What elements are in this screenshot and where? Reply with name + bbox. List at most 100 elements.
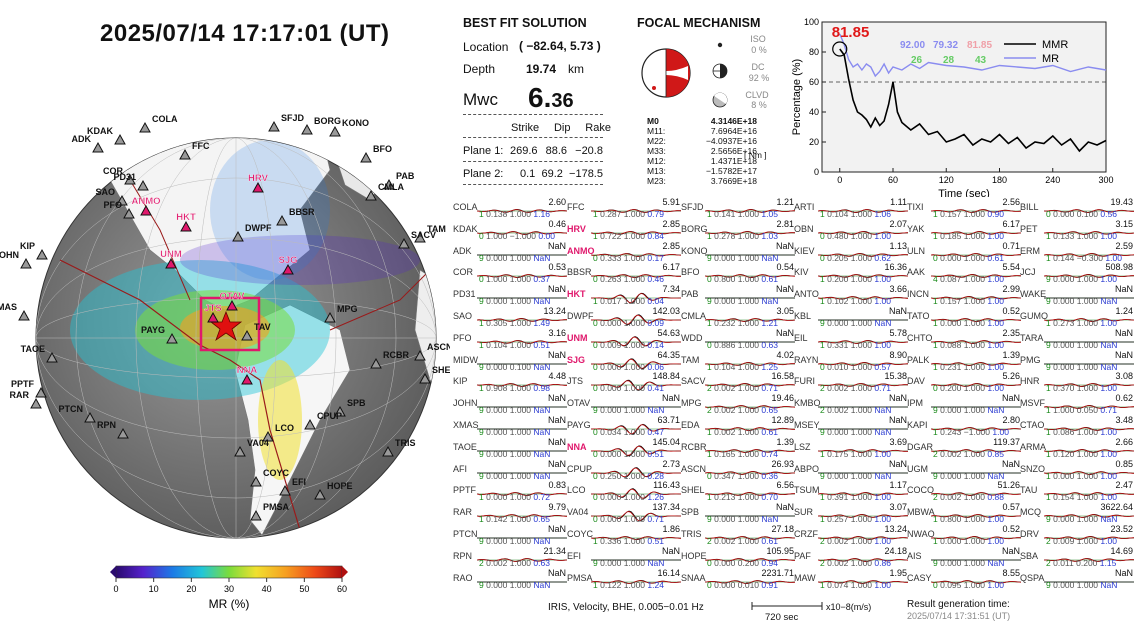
station-row-incn[interactable]: INCN 2.99 1 0.157 1.000 1.00 — [905, 284, 1021, 308]
station-row-kiev[interactable]: KIEV 1.13 0 0.205 1.000 0.62 — [792, 241, 908, 265]
station-row-mpg[interactable]: MPG 19.46 2 0.002 1.000 0.65 — [679, 393, 795, 417]
station-row-payg[interactable]: PAYG 63.71 0 0.034 1.000 0.47 — [565, 415, 681, 439]
station-row-mbwa[interactable]: MBWA 0.57 1 0.800 1.000 1.00 — [905, 502, 1021, 526]
station-row-sacv[interactable]: SACV 16.58 2 0.002 1.000 0.71 — [679, 371, 795, 395]
station-row-ipm[interactable]: IPM NaN 9 0.000 1.000 NaN — [905, 393, 1021, 417]
station-row-snzo[interactable]: SNZO 0.85 1 0.000 1.000 1.00 — [1018, 459, 1134, 483]
station-row-cor[interactable]: COR 0.53 0 1.000 1.000 0.37 — [451, 262, 567, 286]
station-row-pmg[interactable]: PMG NaN 9 0.000 1.000 NaN — [1018, 350, 1134, 374]
station-row-crzf[interactable]: CRZF 13.24 2 0.002 1.000 1.00 — [792, 524, 908, 548]
station-row-kapi[interactable]: KAPI 2.80 1 0.243 −1.000 1.00 — [905, 415, 1021, 439]
station-row-ugm[interactable]: UGM NaN 9 0.000 1.000 NaN — [905, 459, 1021, 483]
station-row-snaa[interactable]: SNAA 2231.71 0 0.000 0.010 0.91 — [679, 568, 795, 592]
station-row-furi[interactable]: FURI 15.38 2 0.002 1.000 0.71 — [792, 371, 908, 395]
station-row-lco[interactable]: LCO 116.43 0 0.000 1.000 1.26 — [565, 480, 681, 504]
station-row-eda[interactable]: EDA 12.89 1 0.002 1.000 0.61 — [679, 415, 795, 439]
station-row-msey[interactable]: MSEY NaN 9 0.000 1.000 NaN — [792, 415, 908, 439]
station-row-nna[interactable]: NNA 145.04 0 0.000 1.000 0.51 — [565, 437, 681, 461]
station-row-john[interactable]: JOHN NaN 9 0.000 1.000 NaN — [451, 393, 567, 417]
station-row-msvf[interactable]: MSVF 0.62 1 1.000 0.050 0.71 — [1018, 393, 1134, 417]
station-row-kbl[interactable]: KBL NaN 9 0.000 1.000 NaN — [792, 306, 908, 330]
station-row-ptcn[interactable]: PTCN NaN 9 0.000 1.000 NaN — [451, 524, 567, 548]
station-row-ascn[interactable]: ASCN 26.93 0 0.347 1.000 0.36 — [679, 459, 795, 483]
station-row-kdak[interactable]: KDAK 0.46 0 1.000 −1.000 0.00 — [451, 219, 567, 243]
station-row-tris[interactable]: TRIS 27.18 2 0.002 1.000 0.61 — [679, 524, 795, 548]
station-row-sba[interactable]: SBA 14.69 2 0.011 0.200 1.15 — [1018, 546, 1134, 570]
station-row-hkt[interactable]: HKT 7.34 1 0.017 1.000 0.04 — [565, 284, 681, 308]
station-row-dgar[interactable]: DGAR 119.37 2 0.002 1.000 0.85 — [905, 437, 1021, 461]
station-row-ffc[interactable]: FFC 5.91 1 0.287 1.000 0.79 — [565, 197, 681, 221]
station-row-hope[interactable]: HOPE 105.95 0 0.000 0.200 0.94 — [679, 546, 795, 570]
station-row-dav[interactable]: DAV 5.26 0 0.200 1.000 1.00 — [905, 371, 1021, 395]
station-row-arti[interactable]: ARTI 1.11 1 0.104 1.000 1.06 — [792, 197, 908, 221]
station-row-cpup[interactable]: CPUP 2.73 0 0.250 1.000 0.28 — [565, 459, 681, 483]
station-row-maw[interactable]: MAW 1.95 1 0.074 1.000 1.00 — [792, 568, 908, 592]
station-row-rcbr[interactable]: RCBR 1.39 1 0.165 1.000 0.74 — [679, 437, 795, 461]
station-row-pd31[interactable]: PD31 NaN 9 0.000 1.000 NaN — [451, 284, 567, 308]
station-row-yak[interactable]: YAK 6.17 1 0.185 1.000 1.00 — [905, 219, 1021, 243]
station-row-tara[interactable]: TARA NaN 9 0.000 1.000 NaN — [1018, 328, 1134, 352]
station-row-mcq[interactable]: MCQ 3622.64 9 0.000 1.000 NaN — [1018, 502, 1134, 526]
station-row-tsum[interactable]: TSUM 1.17 1 0.391 1.000 1.00 — [792, 480, 908, 504]
station-row-aak[interactable]: AAK 5.54 4 0.087 1.000 1.00 — [905, 262, 1021, 286]
station-row-eil[interactable]: EIL 5.78 1 0.331 1.000 1.00 — [792, 328, 908, 352]
station-row-pfo[interactable]: PFO 3.16 1 0.104 1.000 0.51 — [451, 328, 567, 352]
station-row-kono[interactable]: KONO NaN 9 0.000 1.000 NaN — [679, 241, 795, 265]
station-row-borg[interactable]: BORG 2.81 1 0.278 1.000 1.03 — [679, 219, 795, 243]
station-row-otav[interactable]: OTAV NaN 9 0.000 1.000 NaN — [565, 393, 681, 417]
station-row-afi[interactable]: AFI NaN 9 0.000 1.000 NaN — [451, 459, 567, 483]
station-row-jts[interactable]: JTS 148.84 0 0.000 1.000 0.41 — [565, 371, 681, 395]
station-row-kmbo[interactable]: KMBO NaN 2 0.002 1.000 NaN — [792, 393, 908, 417]
station-row-cola[interactable]: COLA 2.60 1 0.138 1.000 1.16 — [451, 197, 567, 221]
station-row-rar[interactable]: RAR 9.79 1 0.142 1.000 0.65 — [451, 502, 567, 526]
station-row-arma[interactable]: ARMA 2.66 1 0.120 1.000 1.00 — [1018, 437, 1134, 461]
station-row-ctao[interactable]: CTAO 3.48 1 0.086 1.000 1.00 — [1018, 415, 1134, 439]
station-row-uln[interactable]: ULN 0.71 0 0.000 1.000 0.61 — [905, 241, 1021, 265]
station-row-pet[interactable]: PET 3.15 1 0.133 1.000 1.00 — [1018, 219, 1134, 243]
station-row-sao[interactable]: SAO 13.24 1 0.305 1.000 1.49 — [451, 306, 567, 330]
station-row-jcj[interactable]: JCJ 508.98 9 0.000 1.000 1.00 — [1018, 262, 1134, 286]
station-row-chto[interactable]: CHTO 2.35 1 0.088 1.000 1.00 — [905, 328, 1021, 352]
station-row-qspa[interactable]: QSPA NaN 9 0.000 1.000 NaN — [1018, 568, 1134, 592]
station-row-anmo[interactable]: ANMO 2.85 0 0.333 1.000 0.17 — [565, 241, 681, 265]
station-row-ais[interactable]: AIS NaN 9 0.000 1.000 NaN — [905, 546, 1021, 570]
station-row-palk[interactable]: PALK 1.39 1 0.231 1.000 1.00 — [905, 350, 1021, 374]
station-row-tau[interactable]: TAU 2.47 1 0.154 1.000 1.00 — [1018, 480, 1134, 504]
station-row-bbsr[interactable]: BBSR 6.17 0 0.263 1.000 0.46 — [565, 262, 681, 286]
station-row-pab[interactable]: PAB NaN 9 0.000 1.000 NaN — [679, 284, 795, 308]
station-row-hnr[interactable]: HNR 3.08 1 0.370 1.000 1.00 — [1018, 371, 1134, 395]
station-row-obn[interactable]: OBN 2.07 0 0.480 1.000 1.00 — [792, 219, 908, 243]
station-row-lsz[interactable]: LSZ 3.69 1 0.175 1.000 1.00 — [792, 437, 908, 461]
station-row-erm[interactable]: ERM 2.59 1 0.144 −0.300 1.00 — [1018, 241, 1134, 265]
station-row-bill[interactable]: BILL 19.43 0 0.000 0.100 0.56 — [1018, 197, 1134, 221]
station-row-xmas[interactable]: XMAS NaN 9 0.000 1.000 NaN — [451, 415, 567, 439]
station-row-dwpf[interactable]: DWPF 142.03 0 0.000 1.000 0.09 — [565, 306, 681, 330]
station-row-taoe[interactable]: TAOE NaN 9 0.000 1.000 NaN — [451, 437, 567, 461]
station-row-bfo[interactable]: BFO 0.54 0 0.800 1.000 0.61 — [679, 262, 795, 286]
station-row-cmla[interactable]: CMLA 3.05 1 0.232 1.000 1.21 — [679, 306, 795, 330]
station-row-sur[interactable]: SUR 3.07 1 0.257 1.000 1.00 — [792, 502, 908, 526]
station-row-unm[interactable]: UNM 54.63 0 0.009 1.000 0.14 — [565, 328, 681, 352]
station-row-coco[interactable]: COCO 51.26 2 0.002 1.000 0.88 — [905, 480, 1021, 504]
station-row-pmsa[interactable]: PMSA 16.14 1 0.122 1.000 1.24 — [565, 568, 681, 592]
station-row-efi[interactable]: EFI NaN 9 0.000 1.000 NaN — [565, 546, 681, 570]
station-row-spb[interactable]: SPB NaN 9 0.000 1.000 NaN — [679, 502, 795, 526]
station-row-adk[interactable]: ADK NaN 9 0.000 1.000 NaN — [451, 241, 567, 265]
station-row-pptf[interactable]: PPTF 0.83 1 0.000 1.000 0.72 — [451, 480, 567, 504]
station-row-hrv[interactable]: HRV 2.85 1 0.722 1.000 0.84 — [565, 219, 681, 243]
station-row-midw[interactable]: MIDW NaN 9 0.000 0.100 NaN — [451, 350, 567, 374]
station-row-paf[interactable]: PAF 24.18 2 0.002 1.000 0.86 — [792, 546, 908, 570]
station-row-va04[interactable]: VA04 137.34 0 0.000 1.000 0.71 — [565, 502, 681, 526]
station-row-abpo[interactable]: ABPO NaN 9 0.000 1.000 NaN — [792, 459, 908, 483]
station-row-tato[interactable]: TATO 0.52 1 0.000 1.000 1.00 — [905, 306, 1021, 330]
station-row-anto[interactable]: ANTO 3.66 1 0.102 1.000 1.00 — [792, 284, 908, 308]
station-row-rayn[interactable]: RAYN 8.90 0 0.010 1.000 0.57 — [792, 350, 908, 374]
station-row-tixi[interactable]: TIXI 2.56 1 0.157 1.000 0.90 — [905, 197, 1021, 221]
station-row-drv[interactable]: DRV 23.52 2 0.009 1.000 1.00 — [1018, 524, 1134, 548]
station-row-nwao[interactable]: NWAO 0.52 1 0.000 1.000 1.00 — [905, 524, 1021, 548]
station-row-sjg[interactable]: SJG 64.35 0 0.000 1.000 0.06 — [565, 350, 681, 374]
station-row-wdd[interactable]: WDD NaN 0 0.886 1.000 0.63 — [679, 328, 795, 352]
station-row-rao[interactable]: RAO NaN 9 0.000 1.000 NaN — [451, 568, 567, 592]
station-row-shel[interactable]: SHEL 6.56 1 0.213 1.000 0.70 — [679, 480, 795, 504]
station-row-kiv[interactable]: KIV 16.36 1 0.200 1.000 1.00 — [792, 262, 908, 286]
